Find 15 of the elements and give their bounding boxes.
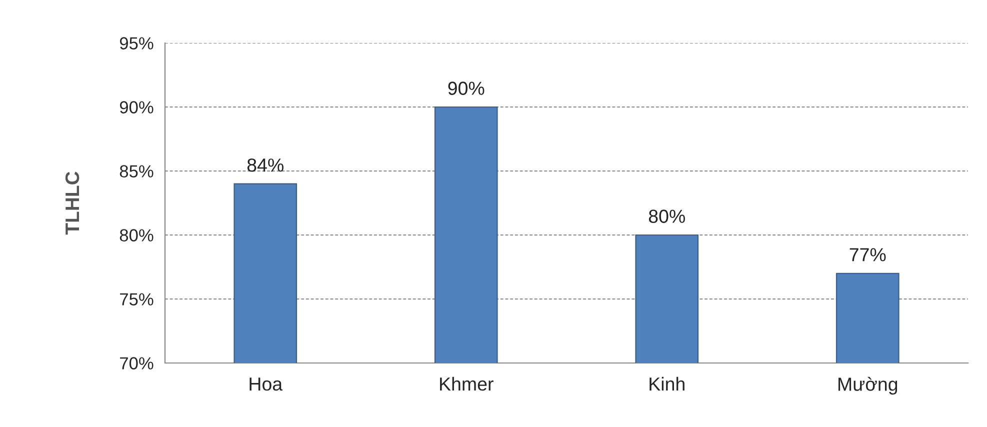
- data-label: 80%: [648, 210, 685, 223]
- data-label: 84%: [247, 158, 284, 172]
- y-tick-label: 95%: [120, 37, 154, 50]
- x-tick-label: Hoa: [250, 378, 283, 391]
- y-tick-label: 80%: [120, 229, 154, 242]
- x-tick-label: Khmer: [440, 376, 494, 391]
- data-label: 90%: [448, 82, 484, 95]
- data-label: 77%: [850, 248, 886, 262]
- y-axis-title: TLHLC: [65, 172, 80, 235]
- y-tick-label: 75%: [120, 293, 154, 306]
- x-tick-label: Kinh: [650, 376, 684, 390]
- y-tick-label: 70%: [120, 357, 154, 370]
- y-tick-label: 85%: [120, 165, 154, 178]
- y-tick-label: 90%: [120, 101, 154, 114]
- x-tick-label: Mường: [838, 376, 898, 395]
